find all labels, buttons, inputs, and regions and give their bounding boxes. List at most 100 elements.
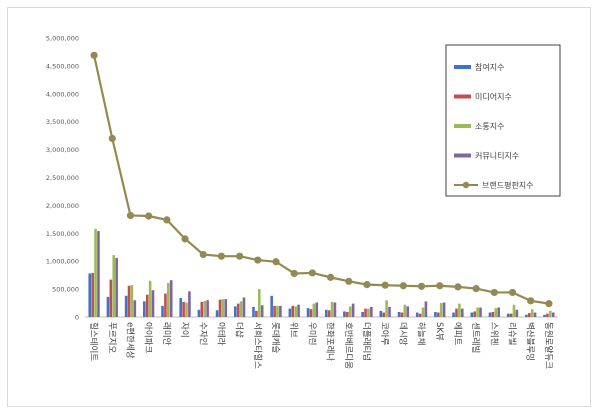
bar — [112, 255, 116, 317]
x-tick-label: 수자인 — [197, 322, 208, 345]
bar — [106, 296, 110, 317]
chart-frame: 0 500,000 1,000,000 1,500,000 2,000,000 2,500… — [7, 7, 591, 407]
bar — [421, 307, 425, 317]
bar — [236, 303, 240, 317]
bar — [255, 310, 258, 317]
x-tick-label: 하늘채 — [416, 322, 427, 345]
x-tick-label: 동원로얄듀크 — [543, 322, 554, 369]
bar — [215, 310, 219, 317]
x-tick-label: 푸르지오 — [106, 322, 116, 353]
bar — [530, 309, 534, 317]
bar — [291, 305, 295, 317]
bar — [297, 304, 300, 317]
bar — [109, 279, 113, 317]
bar — [512, 304, 516, 317]
bar — [379, 310, 383, 317]
line-point — [490, 288, 498, 297]
bar — [424, 301, 428, 317]
y-tick-label: 500,000 — [52, 286, 79, 294]
x-tick-label: 자이 — [179, 322, 190, 338]
x-tick-label: 센트레빌 — [470, 322, 481, 353]
legend-swatch — [454, 94, 471, 99]
bar — [151, 290, 155, 317]
line-point — [545, 300, 553, 308]
legend-swatch — [454, 153, 471, 158]
bar — [91, 272, 94, 317]
line-point — [290, 269, 298, 278]
legend-label: 미디어지수 — [475, 92, 512, 102]
x-tick-label: 더샵 — [234, 322, 245, 338]
bar — [224, 299, 228, 317]
x-tick-label: 더플래티넘 — [361, 322, 372, 361]
bar — [415, 312, 419, 317]
line-point — [327, 273, 335, 281]
bar — [188, 291, 191, 317]
line-point — [527, 297, 535, 305]
x-tick-label: 리슈빌 — [507, 322, 518, 345]
line-point — [181, 235, 189, 243]
x-tick-label: 서희스타힐스 — [252, 322, 263, 369]
bar — [361, 311, 364, 317]
axes: 0 500,000 1,000,000 1,500,000 2,000,000 2,500… — [46, 35, 558, 322]
bar — [327, 310, 331, 317]
x-tick-label: 스위첸 — [488, 322, 499, 346]
bar — [221, 299, 225, 317]
bar — [312, 303, 316, 317]
x-tick-label: SK뷰 — [434, 322, 444, 341]
legend-swatch — [454, 65, 471, 69]
bar — [348, 306, 352, 317]
line-point — [217, 252, 226, 260]
bar — [88, 273, 92, 317]
bar — [130, 285, 134, 317]
bar — [185, 302, 188, 317]
y-tick-label: 4,500,000 — [46, 62, 79, 70]
bar — [397, 311, 401, 317]
bar — [506, 313, 510, 317]
x-tick-label: 한화포레나 — [325, 322, 335, 361]
bar — [324, 309, 328, 317]
bar — [497, 307, 500, 317]
legend-swatch — [454, 124, 471, 128]
bar — [343, 311, 346, 317]
bar — [382, 312, 386, 317]
bar — [543, 314, 546, 317]
line-point — [308, 269, 316, 277]
line-point — [345, 277, 353, 285]
bar — [406, 306, 410, 317]
legend-box — [445, 44, 561, 197]
bar — [148, 280, 152, 317]
bar — [479, 307, 482, 317]
line-point — [454, 283, 462, 291]
x-tick-label: 에피트 — [452, 322, 462, 346]
bar — [549, 310, 552, 317]
bar — [388, 306, 391, 317]
bar — [94, 228, 97, 317]
bar — [476, 307, 479, 317]
x-tick-label: 우미린 — [306, 322, 317, 345]
line-point — [236, 252, 244, 260]
bar — [491, 311, 495, 317]
bar — [455, 308, 458, 317]
bar — [515, 309, 519, 317]
legend-label: 커뮤니티지수 — [475, 151, 519, 161]
bar — [437, 312, 440, 317]
bar — [346, 311, 349, 317]
line-point — [436, 282, 444, 290]
x-tick-label: 데시앙 — [397, 322, 408, 346]
bar — [473, 311, 476, 317]
brand-reputation-chart: 0 500,000 1,000,000 1,500,000 2,000,000 2,500… — [46, 35, 561, 369]
bar — [218, 299, 222, 317]
bar — [551, 312, 555, 317]
bar — [206, 300, 209, 317]
y-tick-label: 3,000,000 — [46, 146, 79, 154]
bar — [233, 306, 237, 317]
bar — [242, 297, 246, 317]
line-point — [254, 256, 262, 264]
y-tick-label: 3,500,000 — [46, 118, 79, 126]
line-point — [272, 258, 280, 266]
bar — [273, 305, 276, 317]
bar — [257, 289, 261, 317]
line-point — [90, 51, 98, 59]
bar — [169, 280, 173, 317]
